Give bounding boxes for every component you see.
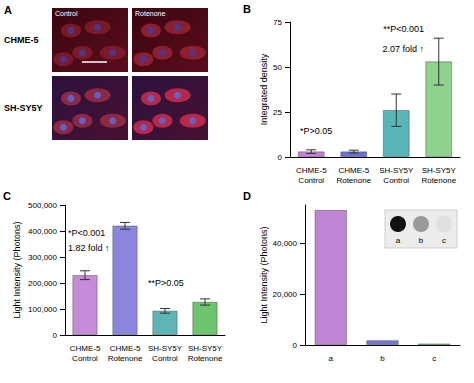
svg-text:b: b xyxy=(419,236,424,245)
svg-text:25: 25 xyxy=(273,108,282,117)
svg-text:Rotenone: Rotenone xyxy=(108,354,143,363)
svg-text:Control: Control xyxy=(72,354,98,363)
svg-text:200,000: 200,000 xyxy=(28,279,57,288)
svg-text:500,000: 500,000 xyxy=(28,201,57,210)
svg-text:SH-SY5Y: SH-SY5Y xyxy=(188,344,223,353)
svg-text:c: c xyxy=(442,236,446,245)
svg-text:2.07 fold ↑: 2.07 fold ↑ xyxy=(382,44,424,54)
svg-text:SH-SY5Y: SH-SY5Y xyxy=(148,344,183,353)
svg-text:Control: Control xyxy=(55,10,78,17)
svg-text:300,000: 300,000 xyxy=(28,253,57,262)
svg-text:D: D xyxy=(243,190,251,202)
svg-text:SH-SY5Y: SH-SY5Y xyxy=(422,166,457,175)
svg-text:CHME-5: CHME-5 xyxy=(296,166,327,175)
svg-text:b: b xyxy=(380,354,385,363)
svg-text:Rotenone: Rotenone xyxy=(421,176,456,185)
svg-text:CHME-5: CHME-5 xyxy=(70,344,101,353)
svg-text:Light Intensity (Photons): Light Intensity (Photons) xyxy=(12,221,22,318)
svg-text:Light Intensity (Photons): Light Intensity (Photons) xyxy=(259,226,269,323)
svg-text:0: 0 xyxy=(293,341,298,350)
svg-text:Rotenone: Rotenone xyxy=(336,176,371,185)
svg-text:CHME-5: CHME-5 xyxy=(4,35,39,45)
svg-text:B: B xyxy=(243,3,251,15)
svg-text:1.82 fold ↑: 1.82 fold ↑ xyxy=(68,243,110,253)
svg-text:100,000: 100,000 xyxy=(28,305,57,314)
svg-text:c: c xyxy=(432,354,436,363)
svg-text:CHME-5: CHME-5 xyxy=(338,166,369,175)
svg-text:A: A xyxy=(4,4,12,16)
svg-text:Rotenone: Rotenone xyxy=(188,354,223,363)
svg-text:a: a xyxy=(396,236,401,245)
svg-text:Control: Control xyxy=(383,176,409,185)
svg-text:75: 75 xyxy=(273,18,282,27)
svg-text:*P>0.05: *P>0.05 xyxy=(300,126,332,136)
svg-text:50: 50 xyxy=(273,63,282,72)
svg-text:*P<0.001: *P<0.001 xyxy=(68,228,105,238)
svg-text:20,000: 20,000 xyxy=(273,290,298,299)
svg-text:**P<0.001: **P<0.001 xyxy=(383,24,424,34)
svg-text:Rotenone: Rotenone xyxy=(135,10,165,17)
svg-text:CHME-5: CHME-5 xyxy=(110,344,141,353)
svg-text:C: C xyxy=(3,190,11,202)
svg-text:0: 0 xyxy=(53,331,58,340)
svg-text:400,000: 400,000 xyxy=(28,227,57,236)
svg-text:SH-SY5Y: SH-SY5Y xyxy=(379,166,414,175)
svg-text:a: a xyxy=(329,354,334,363)
svg-text:Control: Control xyxy=(298,176,324,185)
svg-text:**P>0.05: **P>0.05 xyxy=(148,278,184,288)
svg-text:Control: Control xyxy=(152,354,178,363)
svg-text:Integrated density: Integrated density xyxy=(259,53,269,125)
svg-text:40,000: 40,000 xyxy=(273,239,298,248)
svg-text:SH-SY5Y: SH-SY5Y xyxy=(4,103,43,113)
svg-text:0: 0 xyxy=(278,153,283,162)
